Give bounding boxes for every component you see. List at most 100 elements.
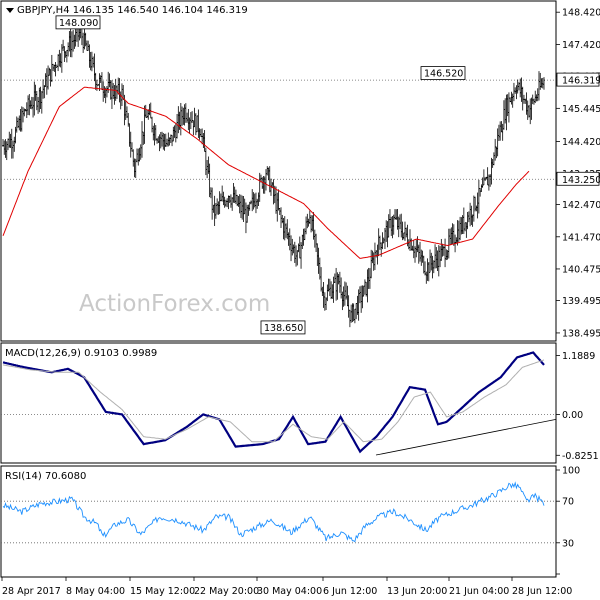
price-bar [356,295,359,315]
price-bar [164,133,167,148]
price-bar [430,252,433,271]
price-bar [142,131,145,145]
price-bar [315,233,317,253]
price-bar [216,198,219,215]
price-bar [297,243,300,253]
price-bar [412,240,415,259]
price-bar [515,85,518,100]
price-bar [217,201,220,215]
price-bar [230,194,232,208]
x-tick-label: 13 Jun 20:00 [387,586,447,597]
price-bar [172,126,175,142]
price-bar [69,26,72,58]
price-bar [10,128,13,159]
price-bar [434,244,436,269]
price-bar [58,49,61,67]
price-bar [28,94,31,116]
price-bar [252,192,255,210]
price-bar [163,133,166,151]
price-bar [296,250,299,266]
price-bar [198,128,201,140]
price-bar [92,56,95,68]
price-bar [136,148,138,163]
collapse-arrow-icon[interactable] [6,8,14,13]
price-bar [521,86,524,111]
price-bar [306,213,309,229]
price-bar [440,238,443,261]
price-bar [530,97,533,120]
price-bar [422,255,425,274]
price-title: GBPJPY,H4 146.135 146.540 146.104 146.31… [17,5,248,16]
price-bar [417,244,420,264]
price-bar [439,246,441,268]
price-bar [357,289,360,321]
price-bar [447,228,450,259]
price-bar [27,95,29,115]
price-bar [370,249,373,279]
price-bar [88,44,91,68]
price-bar [386,221,389,248]
price-annotation: 148.090 [55,15,101,30]
price-bar [183,104,186,126]
price-bar [311,215,314,232]
price-bar [420,249,423,266]
price-bar [232,183,235,203]
axis-layer: 148.420147.420146.445145.445144.420143.4… [1,8,600,597]
price-bar [402,232,405,240]
price-bar [538,71,540,101]
price-bar [500,121,503,133]
price-bar [461,215,464,234]
price-bar [320,267,322,292]
price-bar [360,285,363,313]
macd-layer [1,351,557,456]
price-bar [223,196,226,208]
price-bar [391,216,394,239]
price-bar [233,186,236,203]
price-bar [64,51,67,58]
price-bar [158,134,161,152]
price-bar [364,279,366,295]
price-bar [106,86,108,98]
price-bar [34,84,37,101]
price-bar [328,278,331,297]
price-bar [332,276,335,303]
rsi-panel-border [0,465,557,578]
price-bar [389,209,391,229]
price-bar [121,83,123,106]
price-bar [347,295,350,318]
price-bar [449,228,451,245]
price-bar [369,268,371,289]
price-bar [441,243,444,257]
price-bar [429,249,431,273]
price-y-tick-label: 139.495 [562,296,600,307]
price-y-tick-label: 145.445 [562,104,600,115]
price-bar [242,196,245,222]
price-bar [276,192,279,222]
price-bar [410,238,413,251]
x-tick-label: 28 Jun 12:00 [512,586,572,597]
price-bar [3,140,6,155]
price-bar [87,40,90,51]
price-bar [436,250,439,272]
x-tick-label: 28 Apr 2017 [2,586,61,597]
price-bar [416,236,419,253]
price-bar [111,80,113,109]
price-bar [59,53,62,68]
price-bar [298,236,301,259]
current-price-label: 146.319 [556,72,600,87]
price-bar [462,207,465,234]
price-bar [281,214,284,224]
price-bar [405,227,408,238]
price-bar [459,216,461,241]
price-bar [14,126,17,144]
price-bar [134,158,137,178]
price-bar [258,172,261,202]
price-bar [437,245,440,277]
price-bar [63,46,66,62]
macd-title: MACD(12,26,9) 0.9103 0.9989 [5,348,157,359]
x-tick-label: 30 May 04:00 [257,586,322,597]
price-bar [318,257,321,280]
price-bar [152,125,155,141]
price-bar [148,103,151,116]
price-bar [133,158,136,178]
